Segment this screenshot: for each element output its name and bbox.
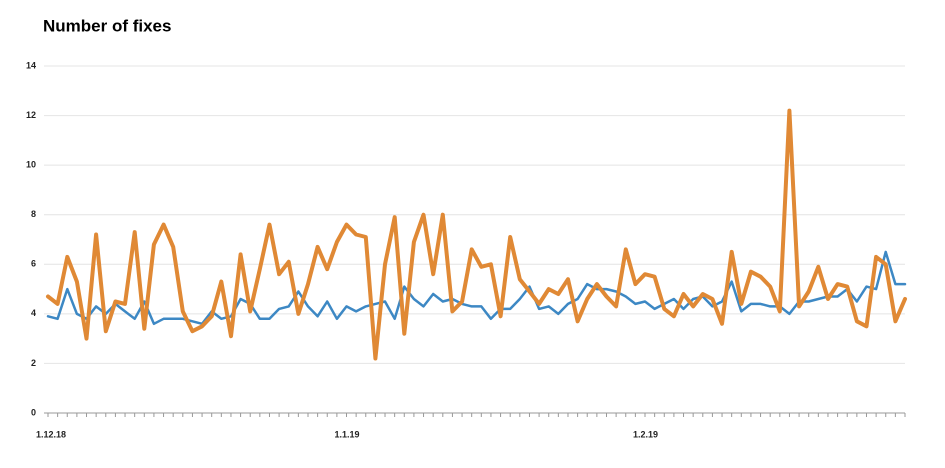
y-tick-label: 4 (31, 308, 36, 318)
y-tick-label: 0 (31, 407, 36, 417)
x-tick-label: 1.2.19 (633, 429, 658, 439)
y-tick-label: 14 (26, 60, 36, 70)
series-line (46, 250, 907, 326)
y-tick-label: 12 (26, 110, 36, 120)
chart-title: Number of fixes (43, 16, 171, 35)
series-line (46, 108, 907, 361)
y-tick-label: 8 (31, 209, 36, 219)
x-tick-label: 1.12.18 (36, 429, 66, 439)
x-tick-label: 1.1.19 (335, 429, 360, 439)
y-tick-label: 6 (31, 259, 36, 269)
y-tick-label: 2 (31, 358, 36, 368)
y-tick-label: 10 (26, 160, 36, 170)
